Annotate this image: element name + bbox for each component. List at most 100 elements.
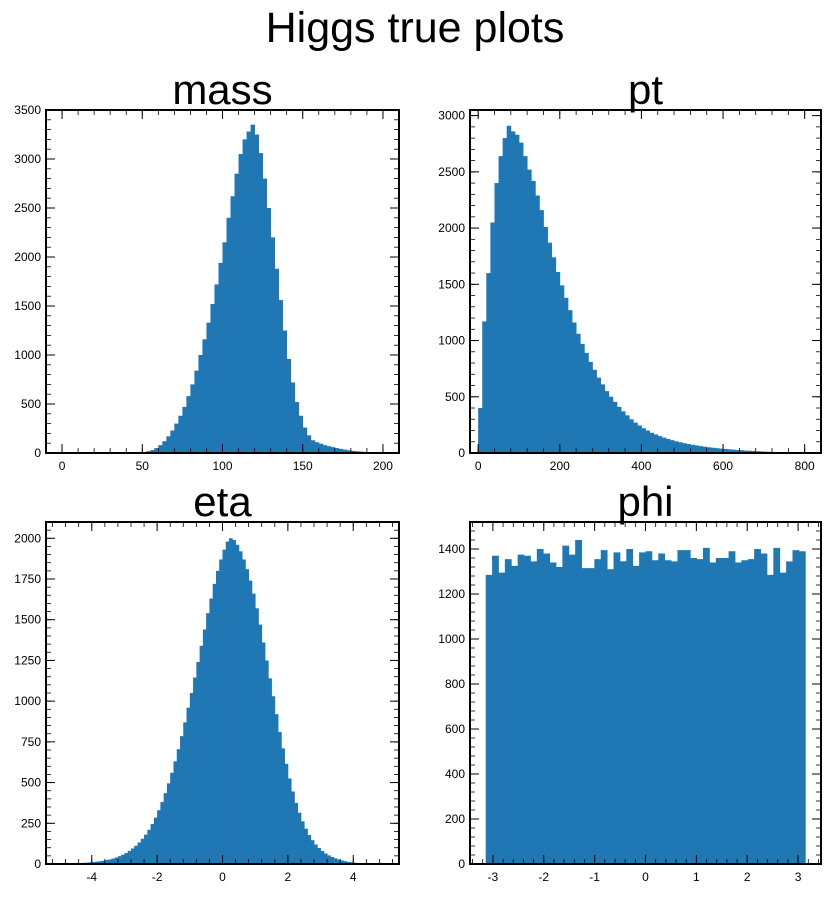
chart-2-y-tick-label: 750 (21, 735, 41, 749)
chart-1-bar (592, 369, 597, 453)
chart-0-y-tick-label: 500 (21, 397, 41, 411)
chart-2-bar (281, 748, 286, 864)
chart-0-bar (314, 442, 320, 453)
chart-2-bar (261, 642, 266, 864)
chart-0-ticks (45, 109, 400, 454)
chart-0-bar (258, 153, 264, 453)
chart-2-bar (215, 570, 220, 864)
chart-3-bar (594, 559, 602, 864)
chart-2-bar (206, 613, 210, 864)
chart-2-bar (95, 861, 99, 864)
chart-3-y-tick-label: 400 (445, 767, 465, 781)
chart-2-y-tick-label: 1250 (14, 653, 41, 667)
chart-0-bar (234, 173, 239, 453)
chart-2-ticks (46, 521, 399, 865)
chart-1-bars (478, 125, 806, 454)
chart-3-bar (568, 554, 576, 864)
chart-1-x-tick-label: 200 (550, 459, 570, 473)
chart-2-y-tick-label: 1750 (14, 572, 41, 586)
chart-3-bar (632, 565, 640, 864)
chart-3-x-tick-label: -2 (538, 870, 549, 884)
chart-0-y-tick-label: 1500 (14, 299, 41, 313)
chart-1-bar (690, 444, 695, 453)
chart-1-bar (710, 447, 716, 453)
chart-2-bar (330, 856, 335, 864)
chart-1-bar (625, 415, 630, 453)
chart-1-bar (702, 446, 708, 453)
chart-2-bar (140, 838, 145, 864)
chart-1-bar (723, 448, 728, 453)
chart-1-bar (747, 450, 753, 453)
chart-1-y-tick-label: 1000 (438, 334, 465, 348)
chart-1-bar (486, 273, 491, 453)
phi-histogram: phi -3 -2 -1 0 1 2 3 0 200 400 600 800 1000 1200 1400 (438, 478, 822, 884)
chart-1-bar (604, 391, 610, 453)
chart-2-bar (117, 856, 122, 864)
chart-0-bar (226, 217, 231, 453)
chart-0-bar (282, 330, 288, 453)
chart-3-bar (741, 560, 749, 864)
chart-2-bar (251, 593, 256, 864)
chart-2-bar (320, 850, 325, 864)
chart-3-bar (754, 549, 761, 864)
chart-2-bar (314, 844, 318, 864)
chart-3-y-tick-label: 1000 (438, 632, 465, 646)
chart-0-bar (334, 448, 340, 453)
chart-3-bar (587, 568, 595, 864)
chart-2-bar (268, 678, 272, 864)
chart-0-bar (346, 450, 352, 453)
chart-2-bar (333, 858, 338, 864)
chart-0-bar (198, 355, 203, 453)
chart-1-bar (674, 441, 679, 453)
chart-2-bar (242, 559, 246, 864)
chart-0-x-tick-label: 100 (212, 459, 232, 473)
chart-2-x-tick-label: 4 (350, 870, 357, 884)
chart-2-y-tick-label: 500 (21, 776, 41, 790)
chart-0-x-tick-label: 0 (59, 459, 66, 473)
chart-3-x-tick-label: 2 (744, 870, 751, 884)
chart-2-y-tick-label: 1500 (14, 613, 41, 627)
chart-3-bar (556, 567, 563, 864)
chart-2-y-tick-label: 0 (34, 857, 41, 871)
chart-3-bar (671, 561, 678, 864)
chart-3-bar (536, 549, 544, 864)
chart-1-bar (637, 425, 642, 453)
chart-2-bar (284, 763, 289, 864)
chart-3-bar (722, 558, 729, 864)
chart-1-bar (498, 156, 504, 453)
chart-3-bar (549, 562, 557, 864)
chart-1-bar (478, 408, 483, 453)
chart-3-y-tick-label: 0 (458, 857, 465, 871)
chart-3-bar (786, 561, 793, 864)
chart-0-y-tick-label: 3000 (14, 152, 41, 166)
chart-3-bar (613, 552, 621, 864)
chart-2-bar (271, 696, 276, 864)
chart-1-bar (682, 443, 687, 453)
chart-3-bar (658, 553, 666, 864)
chart-3-bar (715, 558, 723, 864)
chart-0-bar (218, 262, 223, 453)
chart-3-bars (485, 540, 806, 864)
chart-1-bar (743, 450, 748, 453)
chart-0-bar (230, 196, 235, 454)
chart-0-bar (306, 435, 312, 453)
chart-2-x-tick-label: 2 (285, 870, 292, 884)
chart-1-bar (739, 450, 744, 453)
chart-0-y-tick-label: 0 (34, 446, 41, 460)
chart-1-bar (612, 401, 618, 453)
chart-3-y-tick-label: 800 (445, 677, 465, 691)
figure-title: Higgs true plots (265, 4, 565, 52)
chart-1-title: pt (628, 66, 663, 113)
chart-1-bar (633, 422, 638, 453)
chart-1-bar (559, 285, 565, 453)
pt-histogram: pt 0 200 400 600 800 0 500 1000 1500 2000 2500 3000 (438, 66, 822, 473)
chart-2-bar (264, 660, 269, 864)
chart-3-bar (619, 561, 627, 864)
chart-3-y-tick-label: 1200 (438, 587, 465, 601)
chart-0-bar (274, 268, 280, 453)
chart-2-bar (157, 810, 161, 864)
chart-1-bar (657, 436, 663, 453)
chart-2-bar (160, 802, 165, 864)
chart-2-bar (189, 693, 194, 864)
chart-2-bar (209, 598, 214, 864)
